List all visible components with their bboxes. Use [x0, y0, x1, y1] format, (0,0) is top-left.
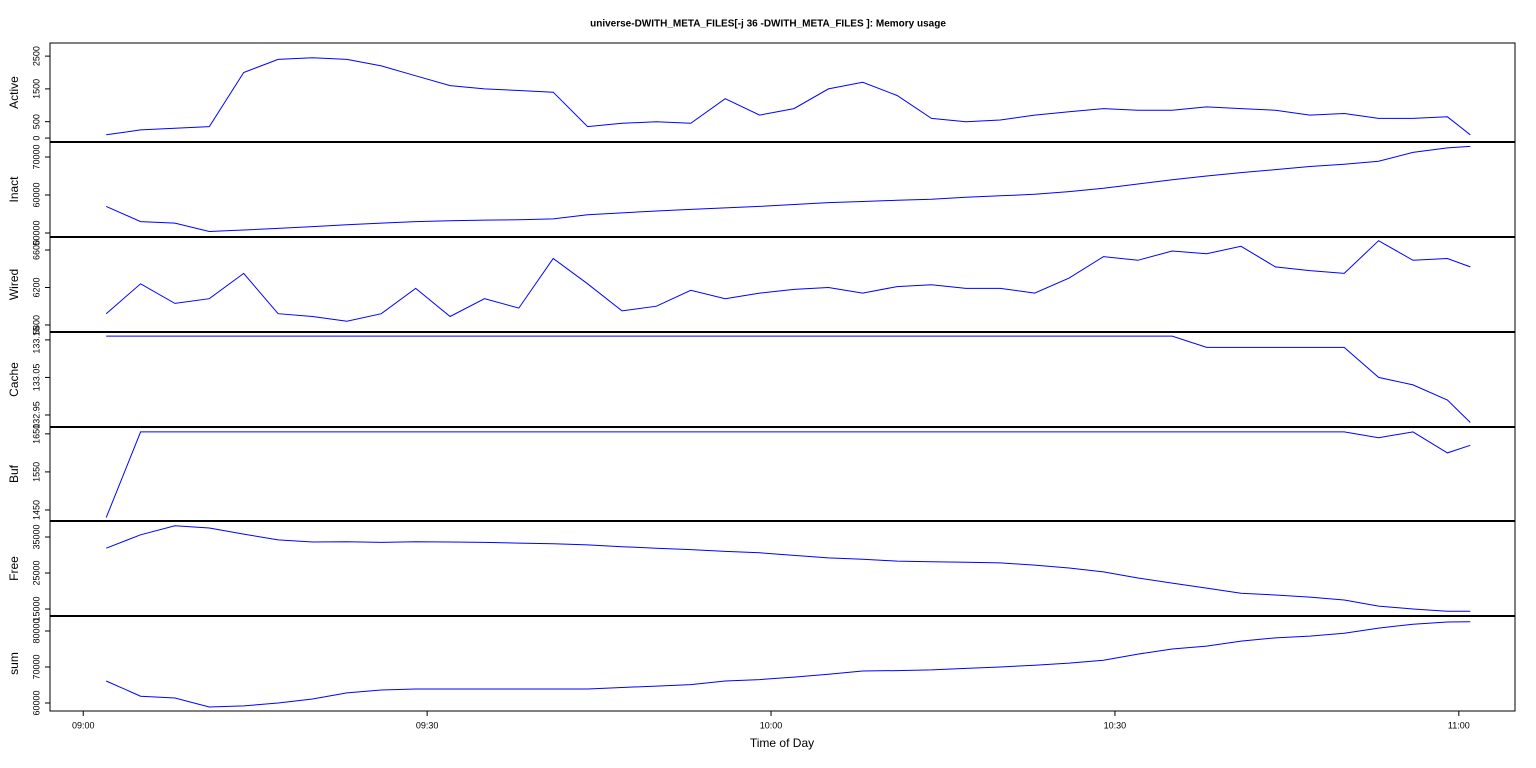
- data-line: [105, 145, 1471, 233]
- y-axis-label: Inact: [7, 176, 21, 203]
- y-tick-label: 133.05: [31, 364, 41, 392]
- y-tick-label: 60000: [31, 182, 41, 207]
- x-tick-label: 10:30: [1104, 720, 1127, 730]
- x-tick-label: 10:00: [760, 720, 783, 730]
- x-tick-label: 09:00: [72, 720, 95, 730]
- data-line: [105, 431, 1471, 518]
- y-axis-label: Free: [7, 556, 21, 581]
- y-tick-label: 133.15: [31, 326, 41, 354]
- y-tick-label: 1500: [31, 79, 41, 99]
- data-line: [106, 335, 1471, 423]
- x-tick-label: 11:00: [1448, 720, 1470, 730]
- y-axis-label: Cache: [7, 362, 21, 397]
- plot-frame: [49, 42, 1516, 712]
- y-tick-label: 1650: [31, 424, 41, 444]
- y-tick-label: 2500: [31, 46, 41, 66]
- y-tick-label: 70000: [31, 654, 41, 679]
- y-axis-label: Buf: [7, 464, 21, 483]
- y-tick-label: 6200: [31, 277, 41, 297]
- y-axis-label: Active: [7, 76, 21, 109]
- data-line: [106, 525, 1471, 612]
- y-tick-label: 25000: [31, 560, 41, 585]
- y-tick-label: 132.95: [31, 401, 41, 429]
- y-tick-label: 80000: [31, 618, 41, 643]
- y-tick-label: 60000: [31, 690, 41, 715]
- y-tick-label: 1450: [31, 500, 41, 520]
- y-tick-label: 5800: [31, 315, 41, 335]
- x-tick-label: 09:30: [416, 720, 439, 730]
- y-tick-label: 50000: [31, 220, 41, 245]
- y-tick-label: 1550: [31, 462, 41, 482]
- y-tick-label: 70000: [31, 144, 41, 169]
- y-axis-label: Wired: [7, 269, 21, 300]
- data-line: [105, 621, 1471, 708]
- chart-title: universe-DWITH_META_FILES[-j 36 -DWITH_M…: [590, 19, 946, 30]
- data-line: [106, 57, 1471, 136]
- y-tick-label: 35000: [31, 524, 41, 549]
- x-axis-label: Time of Day: [750, 736, 814, 750]
- y-tick-label: 15000: [31, 596, 41, 621]
- y-tick-label: 0: [31, 136, 41, 141]
- data-line: [105, 240, 1471, 322]
- y-axis-label: sum: [7, 652, 21, 675]
- y-tick-label: 6600: [31, 240, 41, 260]
- y-tick-label: 500: [31, 114, 41, 129]
